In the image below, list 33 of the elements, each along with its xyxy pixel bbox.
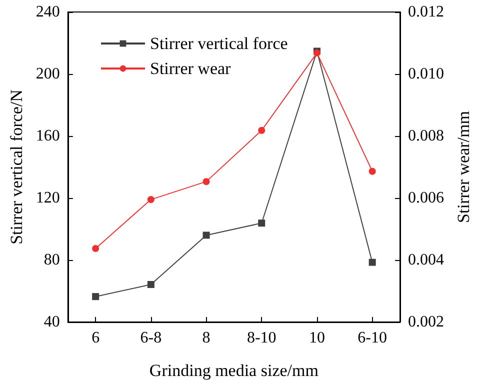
- y-tick-label: 40: [44, 314, 60, 330]
- y-axis-title: Stirrer vertical force/N: [7, 90, 26, 244]
- y-tick-label: 200: [36, 66, 60, 82]
- point: [202, 178, 210, 186]
- point: [258, 126, 266, 134]
- y2-tick-label: 0.002: [408, 314, 444, 330]
- x-axis-title: Grinding media size/mm: [149, 361, 318, 380]
- y2-tick-label: 0.006: [408, 190, 444, 206]
- x-tick-label: 6-10: [358, 330, 387, 346]
- y-tick-label: 240: [36, 4, 60, 20]
- y2-tick-label: 0.008: [408, 128, 444, 144]
- y-tick-label: 160: [36, 128, 60, 144]
- point: [258, 220, 266, 227]
- point: [92, 245, 100, 252]
- y-tick-label: 120: [36, 190, 60, 206]
- x-tick-label: 8-10: [246, 330, 276, 346]
- legend-label: Stirrer wear: [150, 59, 232, 78]
- point: [147, 196, 154, 204]
- point: [147, 280, 154, 288]
- point: [368, 168, 376, 175]
- y2-tick-label: 0.012: [408, 4, 444, 20]
- x-tick-label: 6-8: [140, 330, 162, 346]
- y2-tick-label: 0.004: [408, 252, 444, 268]
- x-tick-label: 6: [92, 330, 100, 346]
- point: [92, 293, 100, 300]
- y2-axis-title: Stirrer wear/mm: [454, 111, 473, 223]
- y2-tick-label: 0.010: [408, 66, 444, 82]
- legend-label: Stirrer vertical force: [150, 34, 288, 53]
- y-tick-label: 80: [44, 252, 60, 268]
- point: [202, 232, 210, 239]
- x-tick-label: 10: [308, 330, 325, 346]
- point: [368, 258, 376, 266]
- x-tick-label: 8: [202, 330, 210, 346]
